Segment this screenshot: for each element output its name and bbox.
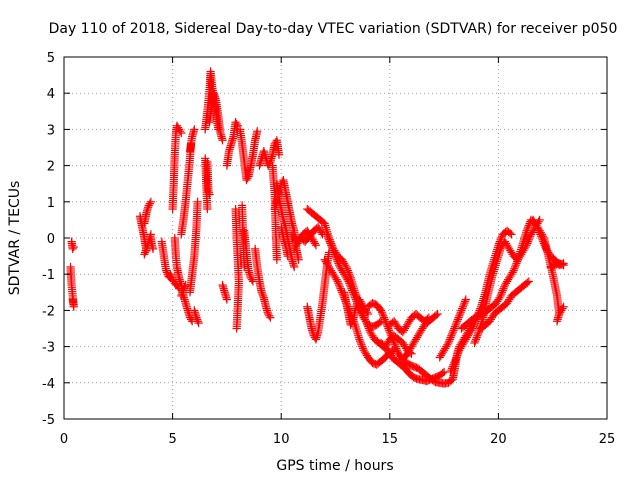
- data-point: [68, 295, 77, 304]
- x-tick-label: 25: [599, 432, 616, 447]
- x-tick-label: 10: [273, 432, 290, 447]
- data-point: [423, 314, 432, 323]
- y-tick-label: -5: [42, 413, 55, 428]
- data-point: [524, 277, 533, 286]
- x-tick-label: 5: [168, 432, 176, 447]
- data-point: [194, 318, 203, 328]
- data-point: [193, 315, 202, 324]
- y-tick-label: -3: [42, 341, 55, 356]
- data-point: [438, 369, 447, 378]
- data-point: [407, 349, 416, 358]
- data-point: [266, 313, 275, 322]
- data-point: [405, 348, 415, 357]
- data-point: [433, 309, 442, 319]
- y-tick-label: -2: [42, 304, 55, 319]
- data-point: [283, 252, 292, 261]
- data-point: [141, 246, 150, 255]
- data-point: [69, 242, 78, 252]
- data-point: [68, 244, 77, 253]
- chart-title: Day 110 of 2018, Sidereal Day-to-day VTE…: [49, 21, 618, 37]
- data-point: [253, 127, 262, 136]
- y-tick-label: 4: [47, 87, 55, 102]
- y-axis-label: SDTVAR / TECUs: [7, 181, 23, 296]
- data-point: [222, 295, 231, 304]
- axis-ticks: 0 5 10 15 20 25 -5 -4 -3 -2 -1 0 1 2 3 4 5: [42, 51, 615, 447]
- data-point: [290, 262, 299, 272]
- data-point: [181, 280, 190, 290]
- data-point: [559, 261, 568, 270]
- data-point: [294, 255, 303, 264]
- data-points: [66, 67, 568, 388]
- data-point: [535, 215, 544, 224]
- data-point: [432, 311, 441, 320]
- data-point: [272, 255, 281, 264]
- data-point: [193, 197, 202, 206]
- data-point: [203, 204, 212, 214]
- x-tick-label: 0: [60, 432, 68, 447]
- x-tick-label: 15: [382, 432, 399, 447]
- x-axis-label: GPS time / hours: [276, 458, 393, 474]
- data-point: [507, 230, 516, 239]
- y-tick-label: 2: [47, 160, 55, 175]
- data-point: [248, 277, 258, 286]
- data-point: [505, 229, 515, 238]
- data-point: [148, 244, 158, 253]
- data-point: [146, 197, 155, 206]
- data-point: [190, 125, 199, 134]
- data-point: [440, 367, 449, 377]
- data-point: [558, 260, 567, 269]
- data-point: [461, 295, 470, 304]
- data-point: [559, 302, 568, 311]
- data-point: [205, 190, 214, 199]
- y-tick-label: 5: [47, 51, 55, 66]
- data-point: [259, 291, 268, 301]
- x-tick-label: 20: [490, 432, 507, 447]
- data-point: [523, 278, 532, 287]
- y-tick-label: 3: [47, 123, 55, 138]
- data-point: [218, 136, 227, 145]
- data-point: [311, 241, 321, 250]
- y-tick-label: 0: [47, 232, 55, 247]
- data-point: [232, 324, 241, 333]
- y-tick-label: 1: [47, 196, 55, 211]
- data-point: [177, 128, 186, 138]
- y-tick-label: -4: [42, 377, 55, 392]
- data-point: [424, 313, 433, 322]
- data-point: [375, 318, 384, 327]
- data-point: [274, 150, 284, 159]
- data-point: [363, 309, 373, 319]
- y-tick-label: -1: [42, 268, 55, 283]
